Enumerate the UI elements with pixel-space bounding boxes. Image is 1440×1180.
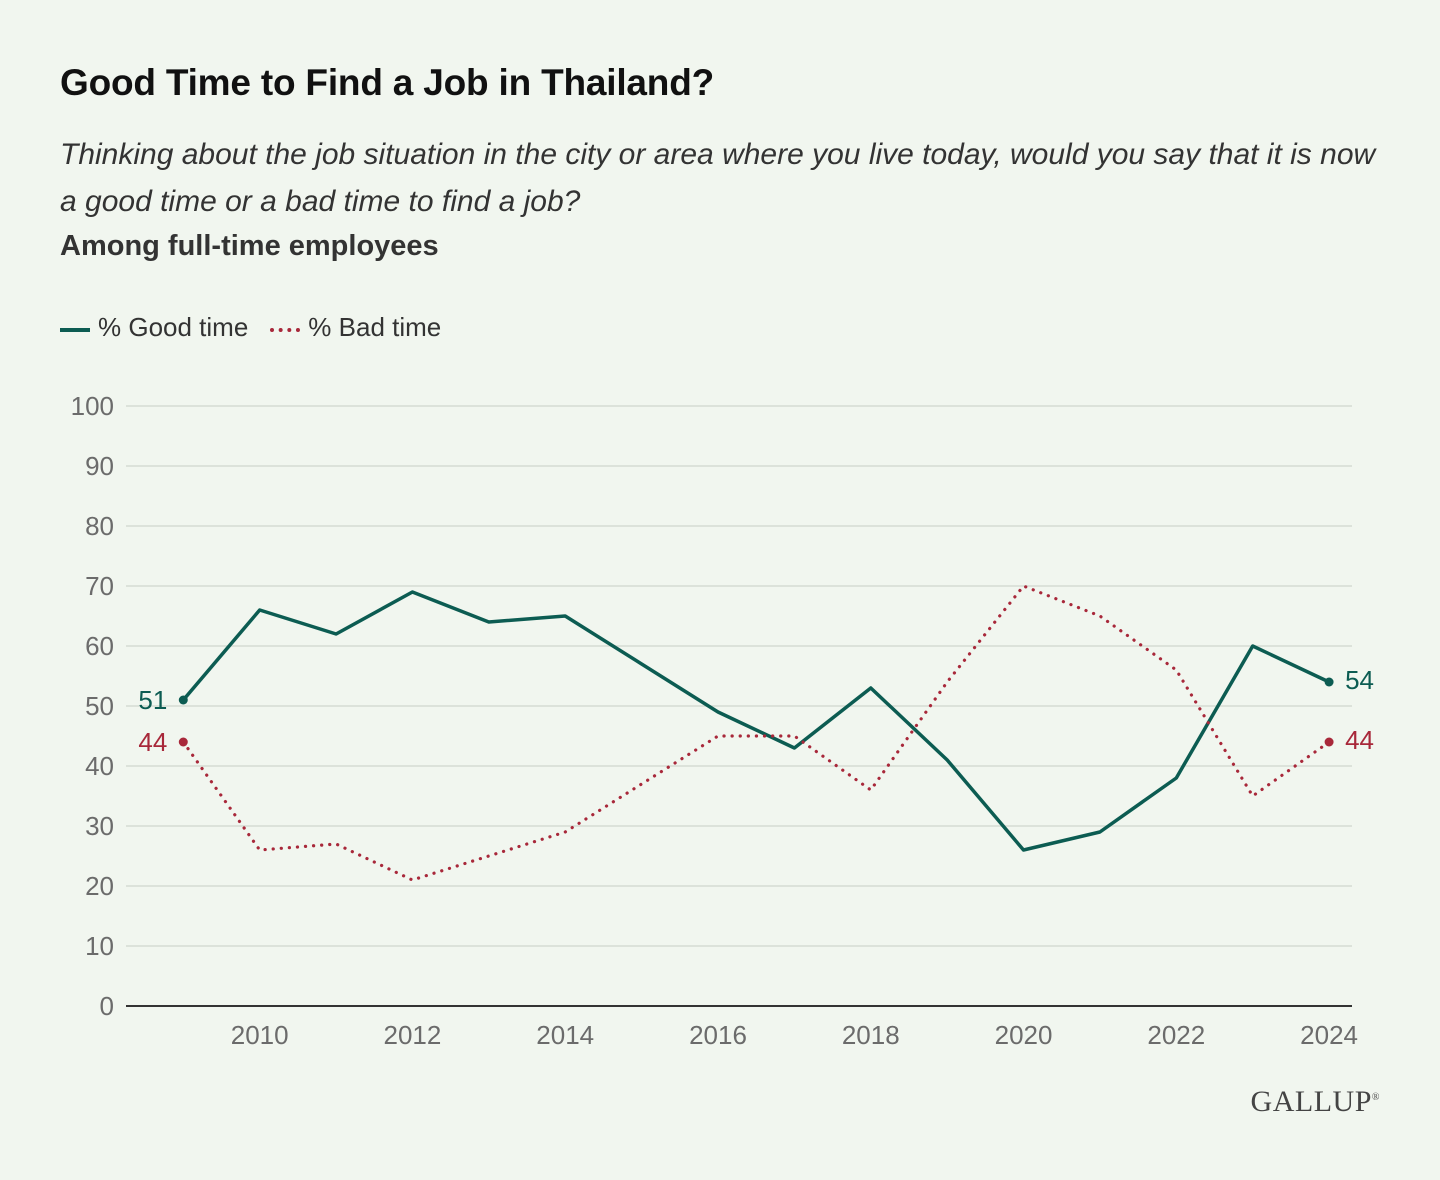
- series-line-good: [181, 590, 1331, 852]
- series-point-start-good: [178, 695, 188, 705]
- y-tick-label: 0: [100, 991, 114, 1021]
- x-tick-label: 2022: [1147, 1020, 1205, 1050]
- legend-swatch-bad: [270, 327, 301, 332]
- data-label-start-good: 51: [138, 685, 167, 715]
- population-label: Among full-time employees: [60, 230, 439, 262]
- gallup-logo: GALLUP®: [1251, 1085, 1380, 1119]
- y-tick-label: 90: [85, 451, 114, 481]
- x-tick-label: 2020: [995, 1020, 1053, 1050]
- data-label-end-bad: 44: [1345, 725, 1374, 755]
- gallup-logo-text: GALLUP: [1250, 1085, 1372, 1118]
- legend-item-good: % Good time: [60, 312, 248, 343]
- x-tick-label: 2018: [842, 1020, 900, 1050]
- y-tick-label: 80: [85, 511, 114, 541]
- series-point-start-bad: [178, 737, 188, 747]
- y-tick-label: 100: [71, 391, 114, 421]
- y-tick-label: 50: [85, 691, 114, 721]
- y-tick-label: 70: [85, 571, 114, 601]
- y-tick-label: 20: [85, 871, 114, 901]
- gallup-logo-mark: ®: [1371, 1092, 1380, 1103]
- y-tick-label: 10: [85, 931, 114, 961]
- y-tick-label: 30: [85, 811, 114, 841]
- y-tick-label: 60: [85, 631, 114, 661]
- x-tick-label: 2024: [1300, 1020, 1358, 1050]
- legend-label-bad: % Bad time: [308, 312, 442, 342]
- legend-label-good: % Good time: [98, 312, 249, 342]
- x-tick-label: 2012: [384, 1020, 442, 1050]
- x-tick-label: 2016: [689, 1020, 747, 1050]
- legend: % Good time % Bad time: [60, 312, 463, 343]
- series-line-bad: [181, 584, 1331, 882]
- x-tick-label: 2010: [231, 1020, 289, 1050]
- series-point-end-good: [1324, 677, 1334, 687]
- data-label-end-good: 54: [1345, 665, 1374, 695]
- y-tick-label: 40: [85, 751, 114, 781]
- x-tick-label: 2014: [536, 1020, 594, 1050]
- series-point-end-bad: [1324, 737, 1334, 747]
- legend-swatch-good: [60, 327, 90, 332]
- legend-item-bad: % Bad time: [270, 312, 441, 343]
- data-label-start-bad: 44: [138, 727, 167, 757]
- chart-title: Good Time to Find a Job in Thailand?: [60, 62, 714, 103]
- chart-subtitle: Thinking about the job situation in the …: [60, 138, 1376, 218]
